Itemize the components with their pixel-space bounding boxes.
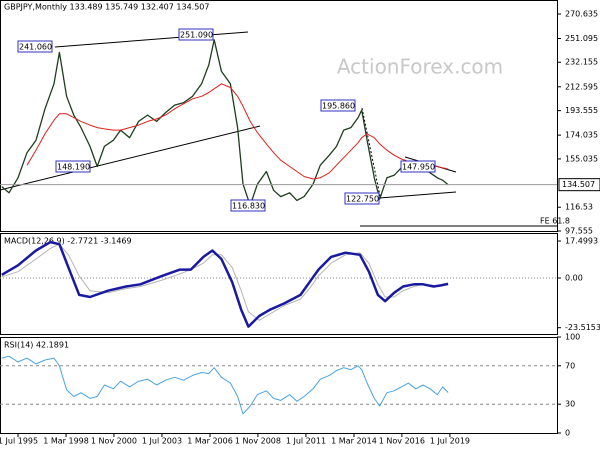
x-tick-label: 1 Nov 2000 [91, 437, 137, 446]
y-tick-label: 0 [565, 429, 570, 438]
annotation: 122.750 [346, 195, 379, 204]
y-tick-label: 116.53 [565, 203, 593, 212]
series-line [1, 240, 449, 328]
trendlines [0, 31, 557, 227]
panel-frame [0, 337, 558, 434]
trendline [0, 125, 261, 191]
y-tick-label: 270.635 [565, 10, 598, 19]
x-tick-label: 1 Nov 2008 [235, 437, 281, 446]
annotation-box [17, 40, 53, 53]
y-tick-label: 17.4993 [565, 237, 598, 246]
x-tick-label: 1 Jul 2011 [286, 437, 326, 446]
panel-frame [0, 0, 558, 232]
annotation: FE 61.8 [540, 217, 570, 226]
y-tick-label: 70 [565, 361, 575, 370]
y-tick-label: 0.00 [565, 274, 583, 283]
x-tick-label: 1 Nov 2016 [379, 437, 425, 446]
annotation: 147.950 [402, 163, 435, 172]
series-line [1, 39, 449, 207]
annotation-box [178, 28, 214, 41]
annotation-box [320, 99, 356, 112]
y-tick-label: 174.035 [565, 131, 598, 140]
annotation: 251.090 [180, 31, 213, 40]
trendline [54, 31, 249, 48]
x-tick-label: 1 Mar 2006 [187, 437, 233, 446]
last-price-box [558, 178, 600, 192]
y-tick-label: 155.035 [565, 154, 598, 163]
annotation-box [230, 199, 266, 212]
annotation-box [344, 192, 380, 205]
y-tick-label: -23.5153 [565, 323, 600, 332]
x-tick-label: 1 Mar 2014 [331, 437, 377, 446]
annotation: 148.190 [57, 163, 90, 172]
y-tick-label: 193.555 [565, 106, 598, 115]
annotation: 195.860 [322, 102, 355, 111]
trendline [379, 191, 457, 199]
y-tick-label: 30 [565, 400, 575, 409]
annotation-box [55, 160, 91, 173]
series-line [26, 83, 449, 180]
annotation: 241.060 [19, 43, 52, 52]
y-tick-label: 251.095 [565, 34, 598, 43]
panel-title: RSI(14) 42.1891 [4, 341, 69, 350]
annotation: 116.830 [232, 202, 265, 211]
annotation-box [400, 160, 436, 173]
trendline [361, 107, 381, 197]
x-tick-label: 1 Mar 1998 [43, 437, 89, 446]
last-price-label: 134.507 [562, 180, 595, 189]
x-tick-label: 1 Jul 1995 [0, 437, 38, 446]
x-tick-label: 1 Jul 2003 [142, 437, 182, 446]
panel-title: MACD(12,26,9) -2.7721 -3.1469 [4, 237, 132, 246]
y-tick-label: 97.555 [565, 227, 593, 236]
y-tick-label: 232.155 [565, 58, 598, 67]
series-line [1, 355, 449, 415]
y-tick-label: 100 [565, 333, 580, 342]
x-tick-label: 1 Jul 2019 [430, 437, 470, 446]
panel-frame [0, 233, 558, 335]
y-tick-label: 212.595 [565, 82, 598, 91]
watermark: ActionForex.com [337, 55, 503, 79]
chart-title: GBPJPY,Monthly 133.489 135.749 132.407 1… [4, 3, 209, 12]
